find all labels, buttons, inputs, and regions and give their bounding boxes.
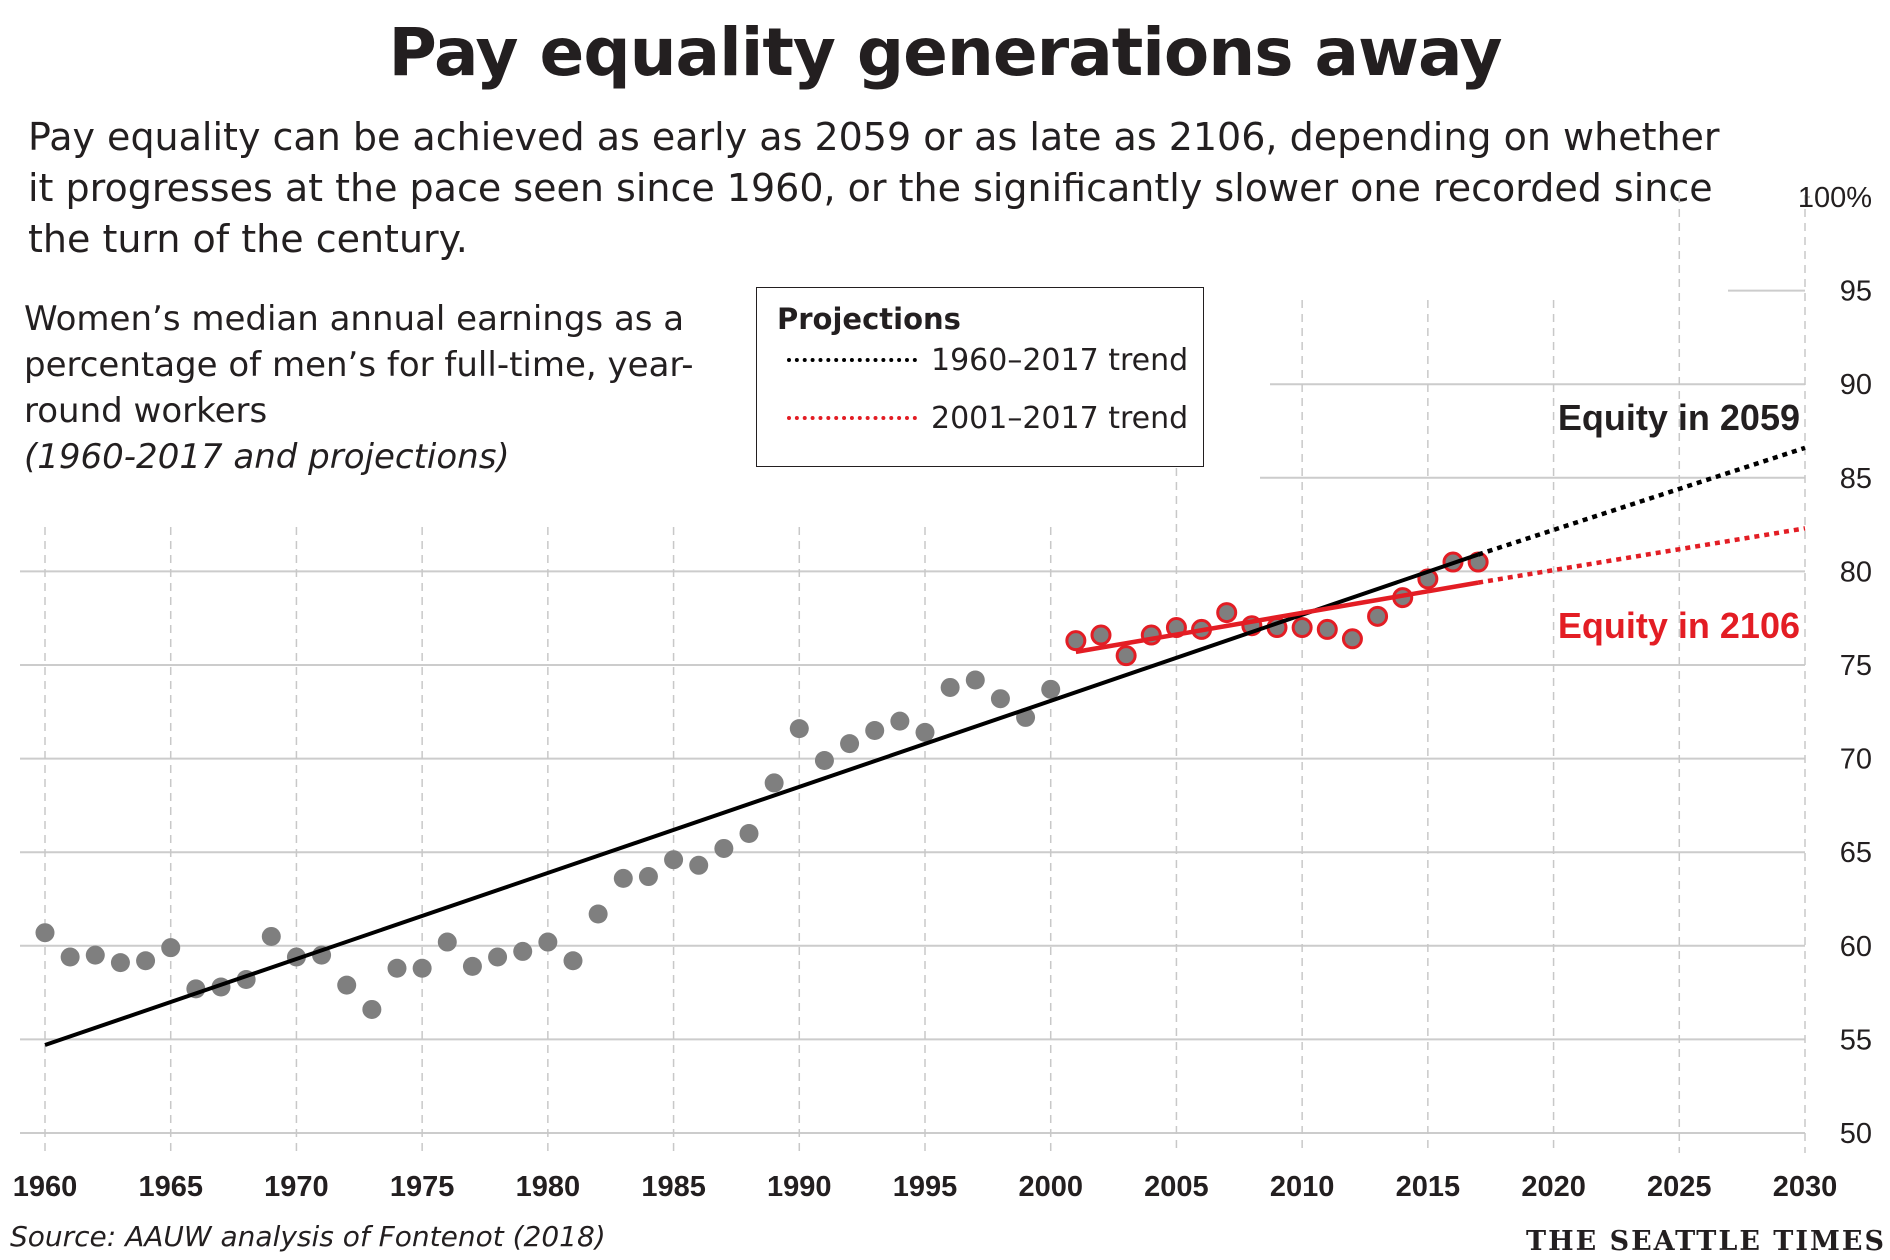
data-point-1981: [563, 951, 583, 971]
data-point-1964: [136, 951, 156, 971]
legend-label-0: 1960–2017 trend: [931, 342, 1189, 378]
chart-description: Pay equality can be achieved as early as…: [28, 115, 1720, 261]
data-point-1988: [739, 823, 759, 843]
x-tick-label-2015: 2015: [1396, 1171, 1461, 1203]
data-point-1990: [789, 719, 809, 739]
legend-swatch-0: [787, 358, 917, 362]
y-tick-label-85: 85: [1840, 463, 1872, 495]
y-tick-label-65: 65: [1840, 837, 1872, 869]
subtitle-label: Women’s median annual earnings as a perc…: [24, 299, 694, 431]
data-point-2001: [1065, 630, 1087, 652]
data-point-2007: [1216, 602, 1238, 624]
axes: 50 55 60 65 70 75 80 85 90 95 100% 1960 1965 1970 1975…: [13, 182, 1872, 1203]
x-tick-label-1960: 1960: [13, 1171, 78, 1203]
legend: Projections 1960–2017 trend 2001–2017 tre…: [756, 287, 1204, 467]
source-note: Source: AAUW analysis of Fontenot (2018): [10, 1220, 606, 1253]
x-tick-label-1965: 1965: [138, 1171, 203, 1203]
x-tick-label-1975: 1975: [390, 1171, 455, 1203]
legend-title: Projections: [777, 302, 961, 336]
x-tick-label-2030: 2030: [1773, 1171, 1838, 1203]
data-point-1992: [840, 734, 860, 754]
data-point-1974: [387, 958, 407, 978]
annotation-equity-2106: Equity in 2106: [1558, 605, 1800, 646]
x-tick-label-2020: 2020: [1521, 1171, 1586, 1203]
projection-line-1960-2017: [1477, 445, 1806, 557]
data-point-1991: [814, 750, 834, 770]
data-point-1973: [362, 999, 382, 1019]
trend-line-2001-2017: [1075, 580, 1479, 655]
x-tick-label-2010: 2010: [1270, 1171, 1335, 1203]
data-point-1979: [513, 941, 533, 961]
legend-item-0: 1960–2017 trend: [787, 340, 1188, 380]
annotations: Equity in 2059 Equity in 2106: [1558, 397, 1800, 646]
y-tick-label-60: 60: [1840, 931, 1872, 963]
data-point-1963: [110, 953, 130, 973]
data-point-2000: [1041, 679, 1061, 699]
x-tick-label-1970: 1970: [264, 1171, 329, 1203]
y-tick-label-95: 95: [1840, 276, 1872, 308]
annotation-equity-2059: Equity in 2059: [1558, 397, 1800, 438]
data-point-1996: [940, 677, 960, 697]
data-point-2010: [1291, 617, 1313, 639]
chart-title: Pay equality generations away: [388, 14, 1502, 91]
x-tick-label-2005: 2005: [1144, 1171, 1209, 1203]
subtitle-note: (1960-2017 and projections): [24, 437, 510, 477]
data-point-1969: [261, 926, 281, 946]
data-point-2002: [1090, 624, 1112, 646]
data-point-1978: [488, 947, 508, 967]
trend-line-1960-2017: [44, 552, 1479, 1047]
data-point-1961: [60, 947, 80, 967]
data-points: [35, 551, 1489, 1019]
data-point-1976: [437, 932, 457, 952]
data-point-1962: [85, 945, 105, 965]
data-point-1986: [689, 855, 709, 875]
y-tick-label-80: 80: [1840, 556, 1872, 588]
data-point-1985: [664, 850, 684, 870]
data-point-2013: [1367, 605, 1389, 627]
y-tick-label-55: 55: [1840, 1024, 1872, 1056]
data-point-1965: [161, 938, 181, 958]
data-point-2003: [1115, 645, 1137, 667]
data-point-1995: [915, 722, 935, 742]
trend-lines: [44, 445, 1806, 1047]
data-point-1997: [965, 670, 985, 690]
x-tick-label-2025: 2025: [1647, 1171, 1712, 1203]
data-point-1998: [990, 689, 1010, 709]
y-tick-label-100: 100%: [1798, 182, 1872, 214]
data-point-2012: [1341, 628, 1363, 650]
data-point-1983: [613, 868, 633, 888]
x-tick-label-2000: 2000: [1018, 1171, 1083, 1203]
data-point-1993: [865, 721, 885, 741]
data-point-1977: [462, 956, 482, 976]
data-point-2011: [1316, 618, 1338, 640]
x-tick-label-1995: 1995: [893, 1171, 958, 1203]
data-point-1994: [890, 711, 910, 731]
data-point-1984: [638, 867, 658, 887]
grid: [20, 195, 1810, 1153]
legend-swatch-1: [787, 416, 917, 420]
y-tick-label-70: 70: [1840, 744, 1872, 776]
legend-label-1: 2001–2017 trend: [931, 400, 1189, 436]
data-point-1972: [337, 975, 357, 995]
y-tick-label-90: 90: [1840, 369, 1872, 401]
x-tick-label-1980: 1980: [516, 1171, 581, 1203]
data-point-1960: [35, 923, 55, 943]
data-point-1975: [412, 958, 432, 978]
brand-logo: THE SEATTLE TIMES: [1525, 1226, 1886, 1257]
y-tick-label-75: 75: [1840, 650, 1872, 682]
data-point-1980: [538, 932, 558, 952]
data-point-1989: [764, 773, 784, 793]
chart-subtitle: Women’s median annual earnings as a perc…: [24, 296, 704, 480]
x-tick-label-1990: 1990: [767, 1171, 832, 1203]
data-point-1987: [714, 838, 734, 858]
x-tick-label-1985: 1985: [641, 1171, 706, 1203]
y-tick-label-50: 50: [1840, 1118, 1872, 1150]
data-point-1982: [588, 904, 608, 924]
legend-item-1: 2001–2017 trend: [787, 398, 1188, 438]
